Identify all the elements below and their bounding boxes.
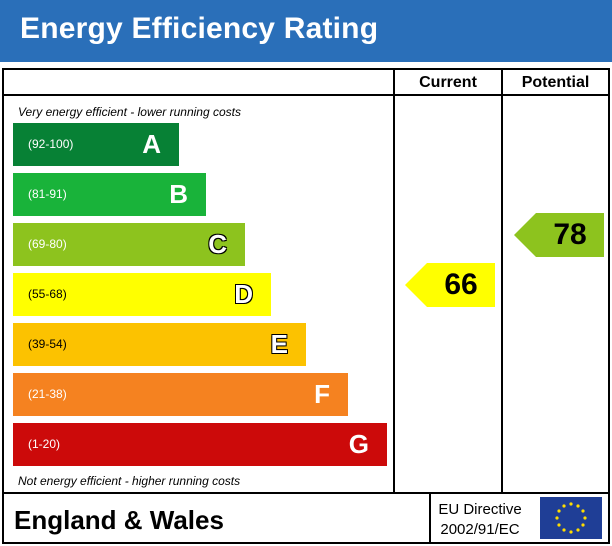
band-d-letter: D bbox=[234, 279, 253, 309]
header-divider bbox=[4, 94, 608, 96]
directive-line-1: EU Directive bbox=[438, 501, 522, 518]
band-a-range: (92-100) bbox=[28, 137, 74, 151]
band-c-letter: C bbox=[208, 229, 227, 259]
band-f-range: (21-38) bbox=[28, 387, 67, 401]
band-c: (69-80) C bbox=[13, 223, 245, 266]
potential-rating-value: 78 bbox=[553, 218, 587, 251]
current-column-divider bbox=[393, 70, 395, 492]
band-e-range: (39-54) bbox=[28, 337, 67, 351]
potential-column-divider bbox=[501, 70, 503, 492]
footer-divider bbox=[4, 492, 608, 494]
band-g: (1-20) G bbox=[13, 423, 387, 466]
band-d: (55-68) D bbox=[13, 273, 271, 316]
band-e: (39-54) E bbox=[13, 323, 306, 366]
current-rating-value: 66 bbox=[444, 268, 478, 301]
potential-column-header: Potential bbox=[521, 74, 590, 91]
eu-flag-icon bbox=[540, 497, 602, 539]
band-b-range: (81-91) bbox=[28, 187, 67, 201]
band-f-letter: F bbox=[314, 379, 330, 409]
page-title: Energy Efficiency Rating bbox=[20, 12, 379, 45]
footer-column-divider bbox=[429, 492, 431, 544]
current-column-header: Current bbox=[419, 74, 477, 91]
current-rating-arrow: 66 bbox=[405, 263, 495, 307]
efficient-note: Very energy efficient - lower running co… bbox=[18, 105, 241, 119]
inefficient-note: Not energy efficient - higher running co… bbox=[18, 474, 241, 488]
header-bar: Energy Efficiency Rating bbox=[0, 0, 612, 62]
region-label: England & Wales bbox=[14, 505, 224, 535]
band-d-range: (55-68) bbox=[28, 287, 67, 301]
band-b-letter: B bbox=[169, 179, 188, 209]
potential-rating-arrow: 78 bbox=[514, 213, 604, 257]
band-a-letter: A bbox=[142, 129, 161, 159]
band-g-range: (1-20) bbox=[28, 437, 61, 451]
rating-table: Current Potential Very energy efficient … bbox=[2, 68, 610, 544]
band-b: (81-91) B bbox=[13, 173, 206, 216]
band-c-range: (69-80) bbox=[28, 237, 67, 251]
band-a: (92-100) A bbox=[13, 123, 179, 166]
band-g-letter: G bbox=[348, 429, 369, 459]
eu-stars-icon bbox=[555, 502, 587, 534]
directive-line-2: 2002/91/EC bbox=[440, 521, 520, 538]
band-f: (21-38) F bbox=[13, 373, 348, 416]
band-e-letter: E bbox=[270, 329, 288, 359]
